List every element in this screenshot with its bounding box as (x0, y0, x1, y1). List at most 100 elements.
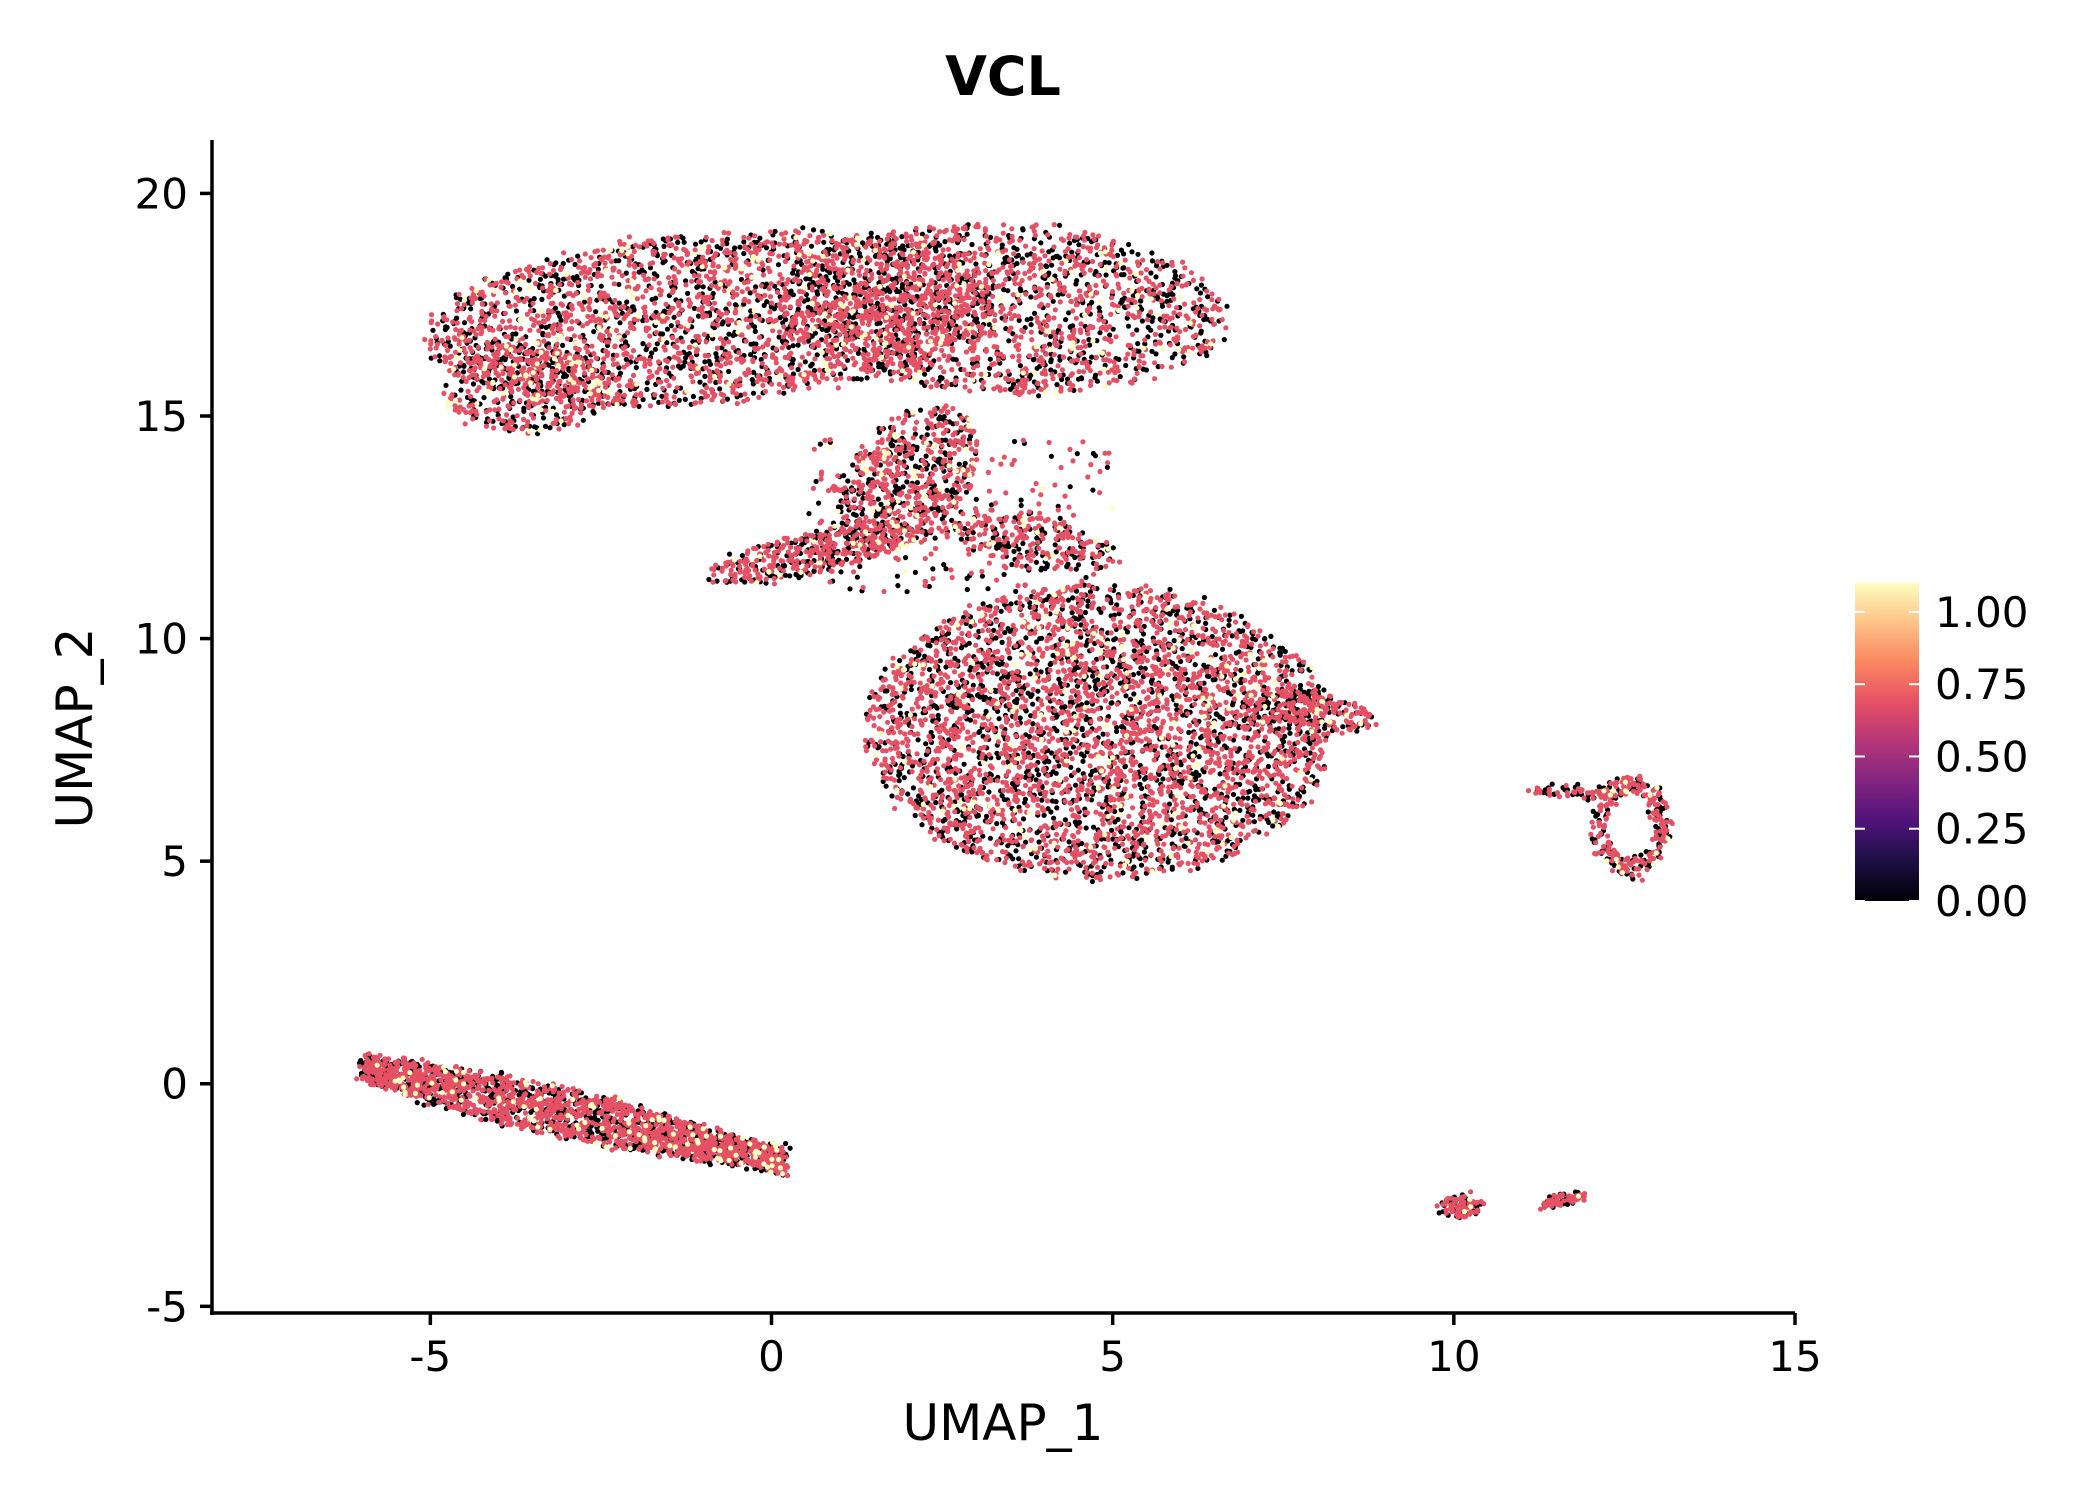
cell-point (977, 728, 983, 735)
cell-point (560, 260, 566, 267)
cell-point (811, 568, 817, 575)
cell-point (1011, 245, 1017, 251)
cell-point (1149, 250, 1155, 256)
cell-point (517, 286, 523, 292)
cell-point (682, 359, 688, 365)
cell-point (887, 289, 893, 295)
cell-point (1093, 372, 1099, 378)
cell-point (1131, 691, 1137, 697)
cell-point (910, 785, 917, 791)
cell-point (851, 277, 857, 283)
cell-point (942, 239, 948, 245)
cell-point (502, 357, 508, 363)
cell-point (790, 270, 796, 276)
cell-point (1112, 583, 1118, 589)
cell-point (878, 501, 884, 507)
cell-point (1139, 638, 1145, 644)
cell-point (1142, 341, 1148, 347)
cell-point (1139, 785, 1145, 792)
cell-point (1354, 728, 1360, 734)
cell-point (983, 813, 990, 819)
cell-point (747, 290, 753, 296)
cell-point (1110, 545, 1116, 551)
cell-point (700, 284, 706, 290)
cell-point (1164, 293, 1170, 299)
cell-point (1226, 617, 1232, 623)
cell-point (526, 277, 532, 283)
cell-point (1590, 808, 1596, 815)
cell-point (1194, 286, 1200, 292)
cell-point (1160, 776, 1166, 782)
cell-point (458, 387, 464, 393)
cell-point (890, 443, 896, 449)
cell-point (980, 601, 986, 607)
cell-point (1089, 354, 1095, 360)
cell-point (877, 320, 883, 326)
cell-point (987, 234, 994, 240)
cell-point (1237, 807, 1243, 813)
cell-point (795, 342, 801, 348)
cell-point (783, 1140, 789, 1147)
cell-point (1198, 282, 1204, 288)
cell-point (1135, 251, 1141, 257)
cell-point (861, 346, 867, 352)
cell-point (726, 331, 732, 337)
cell-point (1166, 611, 1172, 617)
cell-point (542, 273, 549, 279)
cell-point (623, 356, 629, 362)
cell-point (899, 234, 905, 240)
cell-point (958, 536, 964, 542)
cell-point (1017, 286, 1023, 292)
cell-point (676, 397, 682, 403)
cell-point (1217, 771, 1223, 777)
cell-point (805, 338, 811, 344)
cell-point (1171, 638, 1177, 644)
cell-point (631, 307, 637, 313)
cell-point (570, 275, 576, 281)
cell-point (1001, 796, 1007, 803)
cell-point (1047, 341, 1053, 347)
cell-point (1134, 327, 1140, 333)
cell-point (1089, 878, 1095, 885)
cell-point (719, 321, 725, 327)
cell-point (914, 480, 921, 486)
cell-point (925, 642, 931, 648)
cell-point (633, 365, 639, 371)
cell-point (513, 308, 520, 314)
cell-point (702, 359, 708, 365)
cell-point (1031, 356, 1037, 362)
cell-point (644, 380, 650, 386)
cell-point (787, 573, 793, 579)
cell-point (1204, 316, 1210, 322)
cell-point (1020, 227, 1026, 233)
cell-point (748, 341, 754, 347)
cell-point (1121, 272, 1127, 278)
cell-point (1219, 857, 1225, 863)
cell-point (868, 230, 874, 236)
cell-point (1009, 561, 1015, 568)
cell-point (1103, 272, 1109, 278)
cell-point (845, 357, 851, 363)
cell-point (683, 278, 689, 284)
cell-point (1230, 791, 1237, 798)
cell-point (777, 315, 783, 321)
cell-point (744, 1166, 750, 1172)
cell-point (1010, 381, 1017, 387)
cell-point (814, 352, 820, 358)
cell-point (358, 1057, 364, 1064)
cell-point (741, 239, 747, 245)
cell-point (1034, 767, 1040, 773)
cell-point (723, 306, 729, 312)
cell-point (732, 302, 739, 308)
cell-point (1251, 793, 1257, 799)
cell-point (1136, 348, 1142, 354)
cell-point (1043, 263, 1049, 269)
cell-point (1186, 729, 1192, 736)
cell-point (1066, 310, 1072, 316)
cell-point (1202, 795, 1208, 801)
cell-point (652, 346, 659, 352)
cell-point (986, 789, 992, 795)
cell-point (457, 296, 464, 302)
cell-point (595, 400, 602, 406)
cell-point (1013, 848, 1019, 854)
